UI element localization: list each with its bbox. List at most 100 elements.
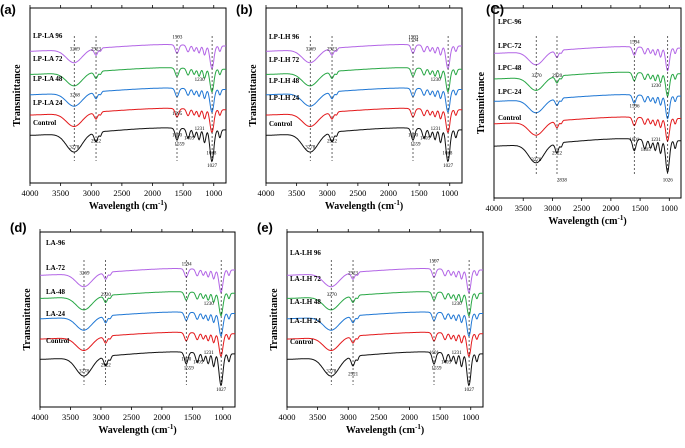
panel-label: (b) bbox=[236, 2, 253, 17]
plot-frame bbox=[493, 7, 682, 199]
x-tick-label: 3500 bbox=[52, 188, 69, 198]
series-line-purple bbox=[266, 44, 462, 70]
series-label: Control bbox=[46, 337, 69, 345]
x-tick-label: 3000 bbox=[319, 188, 336, 198]
peak-label: 3269 bbox=[306, 48, 317, 53]
series-label: LA-LH 24 bbox=[290, 317, 321, 325]
x-tick-label: 2500 bbox=[573, 203, 590, 213]
series-label: LP-LA 96 bbox=[33, 32, 63, 40]
x-tick-label: 4000 bbox=[486, 203, 503, 213]
x-tick-label: 2000 bbox=[602, 203, 619, 213]
x-tick-label: 3000 bbox=[340, 412, 357, 422]
peak-label: 2922 bbox=[101, 363, 112, 368]
x-tick-label: 1500 bbox=[175, 188, 192, 198]
peak-label: 1595 bbox=[172, 112, 183, 117]
x-tick-label: 3000 bbox=[544, 203, 561, 213]
x-tick-label: 2000 bbox=[153, 412, 170, 422]
series-line-green bbox=[30, 67, 226, 93]
series-line-red bbox=[287, 331, 483, 358]
x-tick-label: 2000 bbox=[380, 188, 397, 198]
peak-label: 3270 bbox=[327, 293, 338, 298]
x-tick-label: 3500 bbox=[62, 412, 79, 422]
peak-label: 2922 bbox=[327, 139, 338, 144]
peak-label: 1601 bbox=[429, 351, 440, 356]
x-tick-label: 4000 bbox=[32, 412, 49, 422]
series-line-blue bbox=[40, 311, 235, 337]
peak-label: 3278 bbox=[305, 146, 316, 151]
series-label: LA-96 bbox=[46, 239, 66, 247]
x-tick-label: 2000 bbox=[144, 188, 161, 198]
panel-label: (d) bbox=[10, 220, 27, 235]
peak-label: 1038 bbox=[442, 152, 453, 157]
series-label: LP-LH 24 bbox=[269, 94, 300, 102]
x-tick-label: 1000 bbox=[462, 412, 479, 422]
x-tick-label: 1000 bbox=[441, 188, 458, 198]
peak-label: 1231 bbox=[452, 351, 463, 356]
peak-label: 1601 bbox=[629, 138, 640, 143]
panel-4: (e) 4000 3500 3000 2500 2000 1500 1000 Wavelengt… bbox=[257, 220, 484, 436]
x-tick-label: 4000 bbox=[22, 188, 39, 198]
peak-label: 1230 bbox=[651, 84, 662, 89]
series-label: Control bbox=[498, 114, 521, 122]
series-line-green bbox=[287, 291, 483, 317]
peak-label: 1593 bbox=[408, 35, 419, 40]
peak-label: 1600 bbox=[408, 133, 419, 138]
x-tick-label: 4000 bbox=[279, 412, 296, 422]
peak-label: 1027 bbox=[443, 164, 454, 169]
x-tick-label: 1500 bbox=[411, 188, 428, 198]
peak-label: 1405 bbox=[641, 148, 652, 153]
x-tick-label: 2500 bbox=[113, 188, 130, 198]
series-line-purple bbox=[287, 268, 483, 294]
peak-label: 1600 bbox=[172, 133, 183, 138]
series-line-blue bbox=[494, 94, 681, 120]
series-line-green bbox=[40, 291, 235, 317]
peak-label: 3269 bbox=[80, 272, 91, 277]
peak-label: 1027 bbox=[207, 164, 218, 169]
series-label: LP-LH 96 bbox=[269, 33, 300, 41]
series-line-red bbox=[266, 107, 462, 134]
x-tick-label: 2000 bbox=[401, 412, 418, 422]
peak-label: 1231 bbox=[651, 138, 662, 143]
series-label: LP-LA 72 bbox=[33, 55, 63, 63]
peak-label: 1027 bbox=[216, 388, 227, 393]
peak-label: 1027 bbox=[464, 388, 475, 393]
peak-label: 1026 bbox=[663, 178, 674, 183]
series-label: LPC-24 bbox=[498, 88, 522, 96]
series-line-red bbox=[30, 107, 226, 134]
peak-label: 1593 bbox=[172, 35, 183, 40]
series-line-blue bbox=[266, 87, 462, 113]
peak-label: 2920 bbox=[101, 293, 112, 298]
plot-frame bbox=[265, 7, 463, 184]
series-line-black bbox=[266, 127, 463, 163]
series-label: Control bbox=[33, 119, 56, 127]
series-line-black bbox=[287, 351, 484, 387]
series-line-purple bbox=[494, 46, 681, 72]
peak-label: 1597 bbox=[429, 259, 440, 264]
peak-label: 3278 bbox=[326, 370, 337, 375]
series-line-blue bbox=[30, 87, 226, 113]
peak-label: 1405 bbox=[193, 360, 204, 365]
x-tick-label: 1500 bbox=[184, 412, 201, 422]
plot-frame bbox=[39, 231, 236, 408]
x-tick-label: 1500 bbox=[432, 412, 449, 422]
series-line-black bbox=[40, 351, 236, 387]
series-label: LPC-72 bbox=[498, 42, 522, 50]
peak-label: 2922 bbox=[91, 139, 102, 144]
peak-label: 3268 bbox=[70, 94, 81, 99]
peak-label: 1594 bbox=[408, 38, 419, 43]
series-line-blue bbox=[287, 311, 483, 337]
series-line-black bbox=[494, 138, 682, 174]
peak-label: 1594 bbox=[182, 262, 193, 267]
peak-label: 3269 bbox=[70, 48, 81, 53]
peak-label: 1230 bbox=[204, 302, 215, 307]
series-line-green bbox=[266, 67, 462, 93]
x-tick-label: 3500 bbox=[309, 412, 326, 422]
peak-label: 1405 bbox=[184, 136, 195, 141]
x-tick-label: 1000 bbox=[214, 412, 231, 422]
peak-label: 1596 bbox=[629, 104, 640, 109]
series-label: LPC-48 bbox=[498, 64, 522, 72]
panel-1: (b) 4000 3500 3000 2500 2000 1500 1000 Wavelengt… bbox=[236, 2, 463, 212]
peak-label: 2922 bbox=[552, 151, 563, 156]
series-label: LP-LH 48 bbox=[269, 77, 300, 85]
